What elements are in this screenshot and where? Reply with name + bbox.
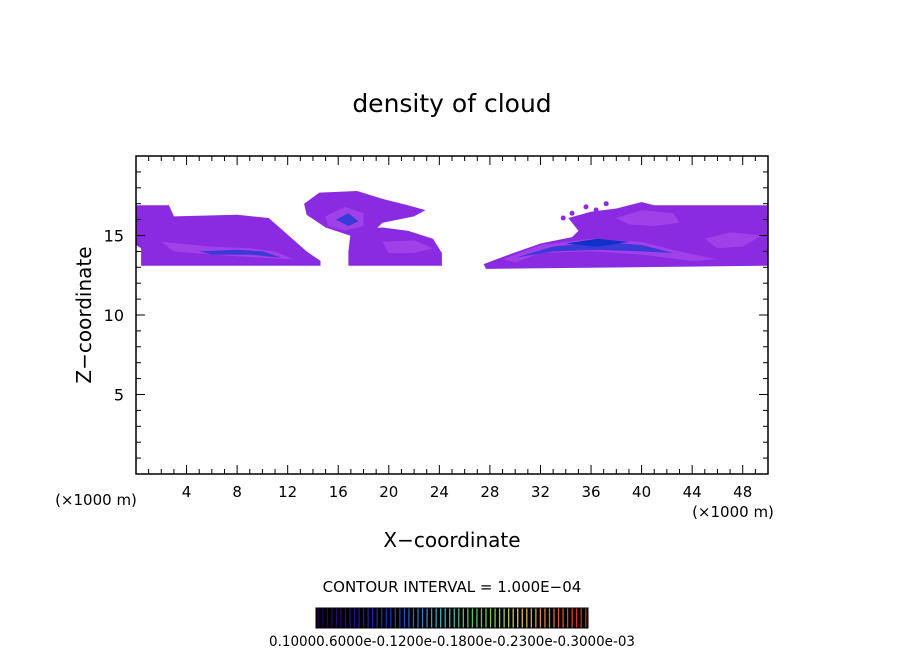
colorbar [315,607,589,629]
x-axis-label: X−coordinate [383,528,520,552]
x-tick-label: 40 [632,483,651,501]
cloud-density-field [136,191,768,269]
plot-frame [135,155,769,475]
cloud-fragment [560,215,566,221]
x-tick-label: 8 [232,483,242,501]
cloud-core-left-inner [199,249,282,258]
x-unit-right: (×1000 m) [692,503,774,521]
cloud-core-right-far [704,232,762,249]
y-tick-label: 10 [104,306,124,325]
x-tick-label: 48 [733,483,752,501]
colorbar-frame [315,607,589,629]
y-axis: 5 10 15 [104,171,768,459]
x-tick-label: 20 [379,483,398,501]
contour-interval-label: CONTOUR INTERVAL = 1.000E−04 [323,578,582,596]
y-axis-label: Z−coordinate [72,246,96,383]
x-tick-label: 32 [531,483,550,501]
cloud-fragment [603,201,609,207]
cloud-core-right [502,238,718,263]
cloud-core-lower-middle [382,240,433,253]
cloud-fragment [593,207,599,213]
x-tick-label: 28 [480,483,499,501]
x-tick-label: 12 [278,483,297,501]
cloud-fragment [569,210,575,216]
cloud-core-upper-middle-inner [335,213,359,226]
x-tick-label: 4 [182,483,192,501]
x-tick-label: 36 [581,483,600,501]
cloud-region-left [136,205,321,266]
y-tick-label: 15 [104,227,124,246]
x-tick-label: 24 [430,483,449,501]
cloud-core-right-upper [616,210,680,226]
chart-title: density of cloud [352,89,551,118]
colorbar-tick-labels: 0.10000.6000e-0.1200e-0.1800e-0.2300e-0.… [269,634,635,650]
x-unit-left: (×1000 m) [55,491,137,509]
x-tick-label: 44 [683,483,702,501]
x-tick-label: 16 [329,483,348,501]
cloud-core-right-peak [565,238,629,247]
cloud-fragment [583,204,589,210]
cloud-core-right-inner [515,241,674,258]
y-tick-label: 5 [114,386,124,405]
x-axis: 4 8 12 16 20 24 28 32 36 40 44 48 [148,156,756,501]
